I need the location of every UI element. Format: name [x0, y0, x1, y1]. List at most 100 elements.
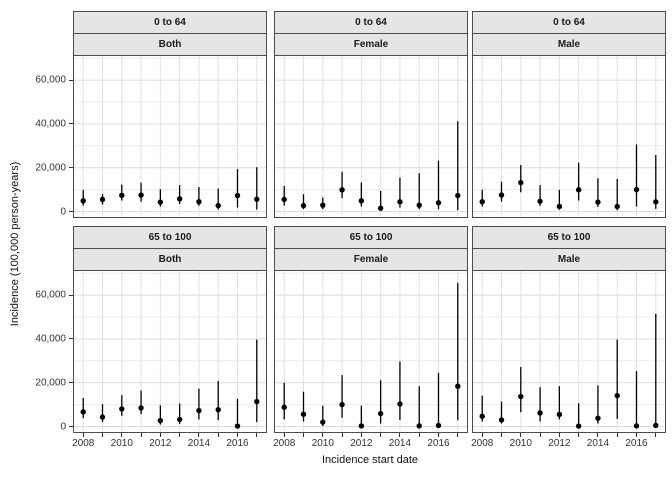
age-strip-label: 0 to 64 — [553, 17, 585, 28]
point-estimate — [518, 179, 524, 186]
point-estimate — [498, 417, 505, 423]
point-estimate — [157, 199, 164, 205]
point-estimate — [556, 203, 563, 210]
sex-strip: Both — [73, 248, 267, 271]
y-tick-label: 40,000 — [35, 118, 66, 130]
age-strip: 65 to 100 — [73, 226, 267, 249]
x-axis-tick — [418, 433, 420, 437]
y-axis-tick — [69, 382, 73, 384]
y-axis-tick — [69, 294, 73, 296]
y-axis-title: Incidence (100,000 person-years) — [9, 161, 21, 327]
age-strip-label: 65 to 100 — [349, 232, 393, 243]
panel-65to100-both — [73, 270, 267, 433]
point-estimate — [479, 198, 485, 205]
point-estimate — [80, 409, 86, 415]
x-axis-tick — [501, 433, 502, 437]
point-estimate — [614, 203, 620, 210]
y-axis-tick — [69, 211, 73, 213]
x-axis-tick — [360, 433, 362, 437]
sex-strip: Male — [472, 248, 666, 271]
point-estimate — [435, 422, 442, 429]
x-axis-tick — [597, 433, 599, 437]
point-estimate — [138, 405, 144, 411]
point-estimate — [455, 192, 461, 199]
point-estimate — [281, 404, 287, 410]
x-axis-tick — [140, 433, 142, 437]
point-estimate — [320, 202, 326, 208]
y-tick-label: 40,000 — [35, 333, 66, 345]
point-estimate — [99, 196, 106, 203]
point-estimate — [234, 423, 241, 429]
y-tick-label: 60,000 — [35, 74, 66, 86]
sex-strip-label: Both — [158, 254, 182, 265]
sex-strip-label: Male — [557, 39, 581, 50]
x-axis-tick — [655, 433, 657, 437]
age-strip-label: 65 to 100 — [148, 232, 192, 243]
x-axis-tick — [520, 433, 522, 437]
x-axis-tick — [102, 433, 103, 437]
point-estimate — [595, 415, 601, 421]
point-estimate — [254, 196, 260, 202]
point-estimate — [455, 383, 461, 389]
point-estimate — [397, 401, 403, 407]
point-estimate — [176, 416, 183, 423]
panel-plot-area — [74, 56, 266, 217]
x-tick-label: 2012 — [350, 438, 373, 449]
age-strip: 0 to 64 — [73, 11, 267, 34]
point-estimate — [254, 398, 260, 405]
y-tick-label: 0 — [60, 421, 66, 433]
x-axis-tick — [380, 433, 382, 437]
x-axis-tick — [578, 433, 580, 437]
point-estimate — [435, 200, 442, 206]
age-strip-label: 0 to 64 — [355, 17, 387, 28]
point-estimate — [575, 423, 582, 429]
point-estimate — [281, 196, 287, 203]
x-axis-tick — [217, 433, 219, 437]
x-axis-tick — [179, 433, 181, 437]
x-tick-label: 2016 — [226, 438, 249, 449]
age-strip: 65 to 100 — [472, 226, 666, 249]
point-estimate — [518, 393, 524, 400]
point-estimate — [556, 411, 563, 418]
sex-strip-label: Both — [158, 39, 182, 50]
panel-0to64-male — [472, 55, 666, 218]
point-estimate — [215, 202, 221, 209]
point-estimate — [614, 392, 620, 399]
x-axis-tick — [399, 433, 401, 437]
point-estimate — [498, 192, 505, 198]
x-axis-tick — [198, 433, 200, 437]
y-axis-tick — [69, 167, 73, 169]
y-tick-label: 20,000 — [35, 162, 66, 174]
age-strip-label: 65 to 100 — [547, 232, 591, 243]
point-estimate — [300, 411, 307, 417]
x-axis-tick — [481, 433, 483, 437]
x-tick-label: 2014 — [586, 438, 610, 449]
panel-0to64-both — [73, 55, 267, 218]
point-estimate — [653, 422, 659, 429]
point-estimate — [358, 198, 365, 204]
x-axis-tick — [616, 433, 618, 437]
point-estimate — [138, 192, 144, 198]
x-axis-tick — [457, 433, 459, 437]
point-estimate — [575, 187, 582, 193]
y-tick-label: 0 — [60, 206, 66, 218]
x-tick-label: 2010 — [110, 438, 133, 449]
y-tick-label: 60,000 — [35, 289, 66, 301]
x-tick-label: 2016 — [427, 438, 450, 449]
point-estimate — [537, 198, 543, 204]
x-axis-tick — [322, 433, 324, 437]
panel-plot-area — [275, 271, 467, 432]
point-estimate — [300, 202, 307, 209]
point-estimate — [416, 202, 422, 208]
x-tick-label: 2012 — [149, 438, 172, 449]
y-axis-tick — [69, 338, 73, 340]
y-axis-tick — [69, 79, 73, 81]
y-tick-label: 20,000 — [35, 377, 66, 389]
point-estimate — [595, 199, 601, 205]
x-axis-tick — [159, 433, 161, 437]
point-estimate — [358, 423, 365, 429]
point-estimate — [176, 196, 183, 202]
sex-strip: Both — [73, 33, 267, 56]
x-axis-tick — [558, 433, 560, 437]
